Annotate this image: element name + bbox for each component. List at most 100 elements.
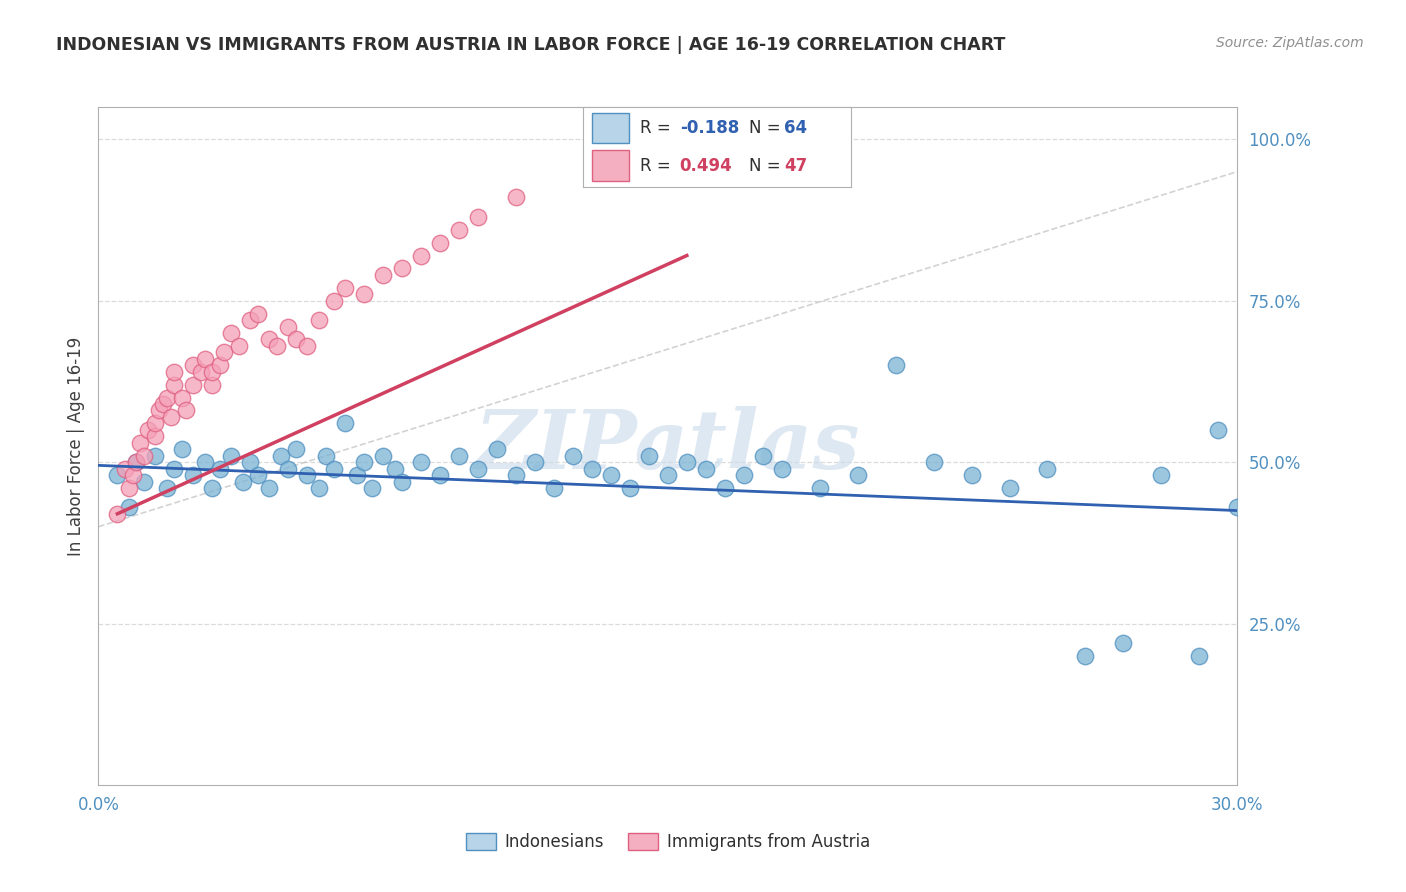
Bar [592,112,628,143]
Point [449,223,471,237]
Point [581,461,603,475]
Point [391,261,413,276]
Point [884,359,907,373]
Point [246,468,269,483]
Point [297,339,319,353]
Point [315,449,337,463]
Point [1150,468,1173,483]
Point [221,449,243,463]
Point [121,468,143,483]
Point [163,377,186,392]
Point [411,455,433,469]
Point [132,475,155,489]
Point [581,164,603,178]
Point [1112,636,1135,650]
Text: 47: 47 [785,157,807,175]
Point [1226,500,1249,515]
Point [524,455,547,469]
Point [619,481,641,495]
Point [201,377,224,392]
Point [960,468,983,483]
Point [467,461,489,475]
Point [129,435,152,450]
Point [562,449,585,463]
Point [922,455,945,469]
Point [136,423,159,437]
Legend: Indonesians, Immigrants from Austria: Indonesians, Immigrants from Austria [458,827,877,858]
Point [714,481,737,495]
Point [846,468,869,483]
Point [695,461,717,475]
Y-axis label: In Labor Force | Age 16-19: In Labor Force | Age 16-19 [66,336,84,556]
Point [429,468,451,483]
Bar [592,151,628,181]
Point [194,351,217,366]
Point [429,235,451,250]
Point [246,307,269,321]
Point [114,461,136,475]
Text: R =: R = [640,119,676,136]
Point [486,442,509,457]
Point [118,481,141,495]
Point [277,319,299,334]
Point [752,449,775,463]
Point [657,468,679,483]
Point [239,455,262,469]
Text: -0.188: -0.188 [679,119,740,136]
Point [239,313,262,327]
Point [733,468,755,483]
Point [353,455,375,469]
Point [270,449,292,463]
Point [183,468,205,483]
Point [600,468,623,483]
Point [322,293,344,308]
Point [353,287,375,301]
Point [505,468,527,483]
Text: Source: ZipAtlas.com: Source: ZipAtlas.com [1216,36,1364,50]
Point [107,468,129,483]
Text: R =: R = [640,157,676,175]
Point [411,248,433,262]
Point [145,417,167,431]
Point [505,190,527,204]
Point [1036,461,1059,475]
Point [449,449,471,463]
Point [335,417,357,431]
Point [232,475,254,489]
Point [322,461,344,475]
Point [1208,423,1230,437]
Point [371,268,394,282]
Point [284,333,307,347]
Text: N =: N = [749,157,786,175]
Point [346,468,368,483]
Point [201,481,224,495]
Point [208,359,231,373]
Point [360,481,382,495]
Text: ZIPatlas: ZIPatlas [475,406,860,486]
Point [308,313,330,327]
Point [201,365,224,379]
Point [228,339,250,353]
Point [107,507,129,521]
Point [266,339,288,353]
Point [676,455,699,469]
Point [170,391,193,405]
Point [1188,648,1211,663]
Point [163,365,186,379]
Point [170,442,193,457]
Point [125,455,148,469]
Point [152,397,174,411]
Point [148,403,170,417]
Point [125,455,148,469]
Point [277,461,299,475]
Point [284,442,307,457]
Text: 64: 64 [785,119,807,136]
Point [190,365,212,379]
Point [183,377,205,392]
Point [145,429,167,443]
Point [145,449,167,463]
Point [259,481,281,495]
Point [297,468,319,483]
Point [208,461,231,475]
Text: N =: N = [749,119,786,136]
